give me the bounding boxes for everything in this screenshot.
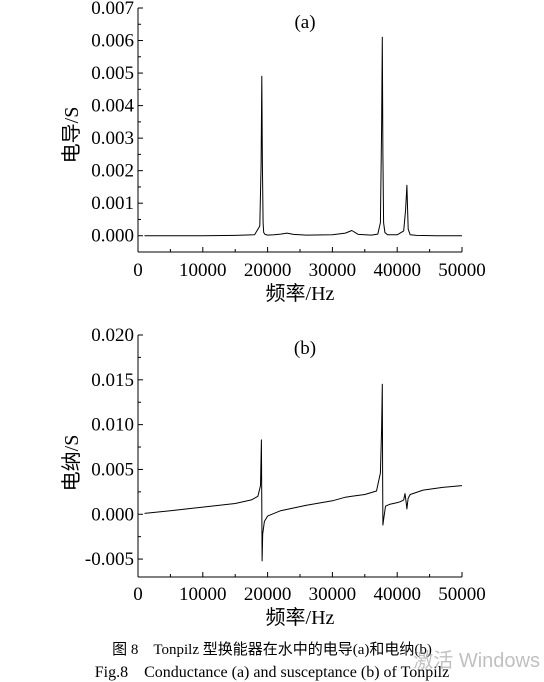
y-tick-label: 0.000 xyxy=(91,504,134,525)
y-tick-label: 0.007 xyxy=(91,0,134,19)
x-axis-title: 频率/Hz xyxy=(266,282,335,305)
y-axis-title: 电导/S xyxy=(60,107,83,164)
chart-susceptance: -0.005 0.000 0.005 0.010 0.015 0.020 0 10000 200… xyxy=(60,325,486,629)
y-axis-title: 电纳/S xyxy=(60,435,83,492)
x-tick-label: 30000 xyxy=(309,584,357,605)
series-line xyxy=(144,36,462,237)
y-tick-label: 0.002 xyxy=(91,161,134,182)
y-tick-label: 0.006 xyxy=(91,31,134,52)
x-tick-label: 50000 xyxy=(438,584,486,605)
x-tick-label: 40000 xyxy=(373,260,421,281)
y-tick-label: 0.004 xyxy=(91,96,134,117)
x-tick-label: 20000 xyxy=(244,584,292,605)
figure-caption-english: Fig.8 Conductance (a) and susceptance (b… xyxy=(94,664,450,681)
series-line xyxy=(144,383,463,562)
y-tick-label: 0.005 xyxy=(91,459,134,480)
x-tick-label: 10000 xyxy=(179,260,227,281)
x-tick-label: 30000 xyxy=(309,260,357,281)
y-tick-label: 0.001 xyxy=(91,193,134,214)
figure-caption-chinese: 图 8 Tonpilz 型换能器在水中的电导(a)和电纳(b) xyxy=(112,642,432,658)
y-tick-label: 0.020 xyxy=(91,325,134,346)
x-tick-label: 40000 xyxy=(373,584,421,605)
x-tick-label: 20000 xyxy=(244,260,292,281)
x-axis-title: 频率/Hz xyxy=(266,606,335,629)
chart-conductance: 0.000 0.001 0.002 0.003 0.004 0.005 0.006 0.007… xyxy=(60,0,486,305)
panel-label: (b) xyxy=(294,338,316,359)
x-tick-label: 0 xyxy=(133,260,143,281)
y-tick-label: 0.005 xyxy=(91,63,134,84)
x-tick-label: 50000 xyxy=(438,260,486,281)
y-tick-label: 0.000 xyxy=(91,226,134,247)
y-tick-label: 0.010 xyxy=(91,415,134,436)
activate-windows-watermark: 激活 Windows xyxy=(413,650,540,672)
y-tick-label: -0.005 xyxy=(85,549,134,570)
panel-label: (a) xyxy=(294,12,315,33)
y-tick-label: 0.015 xyxy=(91,370,134,391)
x-tick-label: 10000 xyxy=(179,584,227,605)
y-tick-label: 0.003 xyxy=(91,128,134,149)
x-tick-label: 0 xyxy=(133,584,143,605)
figure-canvas: 0.000 0.001 0.002 0.003 0.004 0.005 0.006 0.007… xyxy=(60,0,486,629)
